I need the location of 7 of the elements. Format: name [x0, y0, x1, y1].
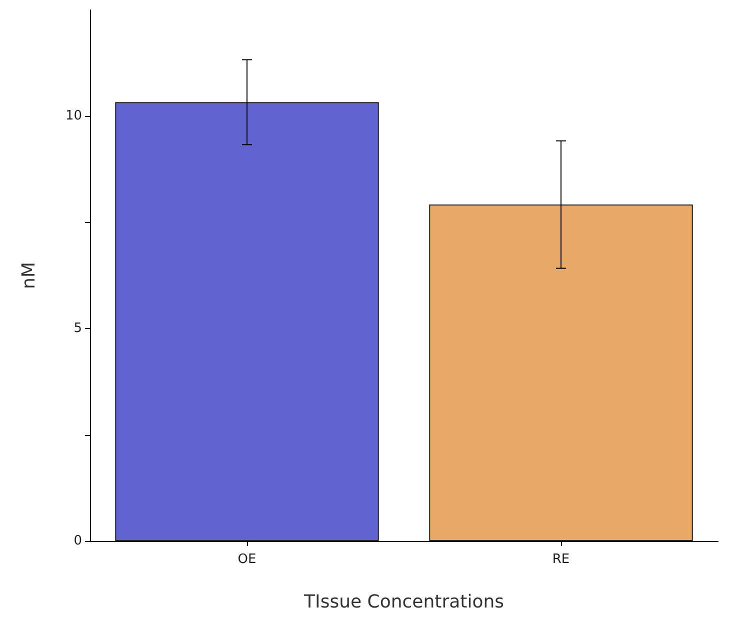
y-tick-label: 0	[74, 534, 82, 548]
x-tick-label: OE	[238, 552, 256, 567]
x-tick-label: RE	[552, 552, 570, 567]
y-tick-label: 5	[74, 321, 82, 336]
y-axis-title: nM	[18, 262, 40, 289]
x-axis-title: TIssue Concentrations	[303, 592, 504, 612]
y-tick-label: 10	[65, 108, 82, 124]
